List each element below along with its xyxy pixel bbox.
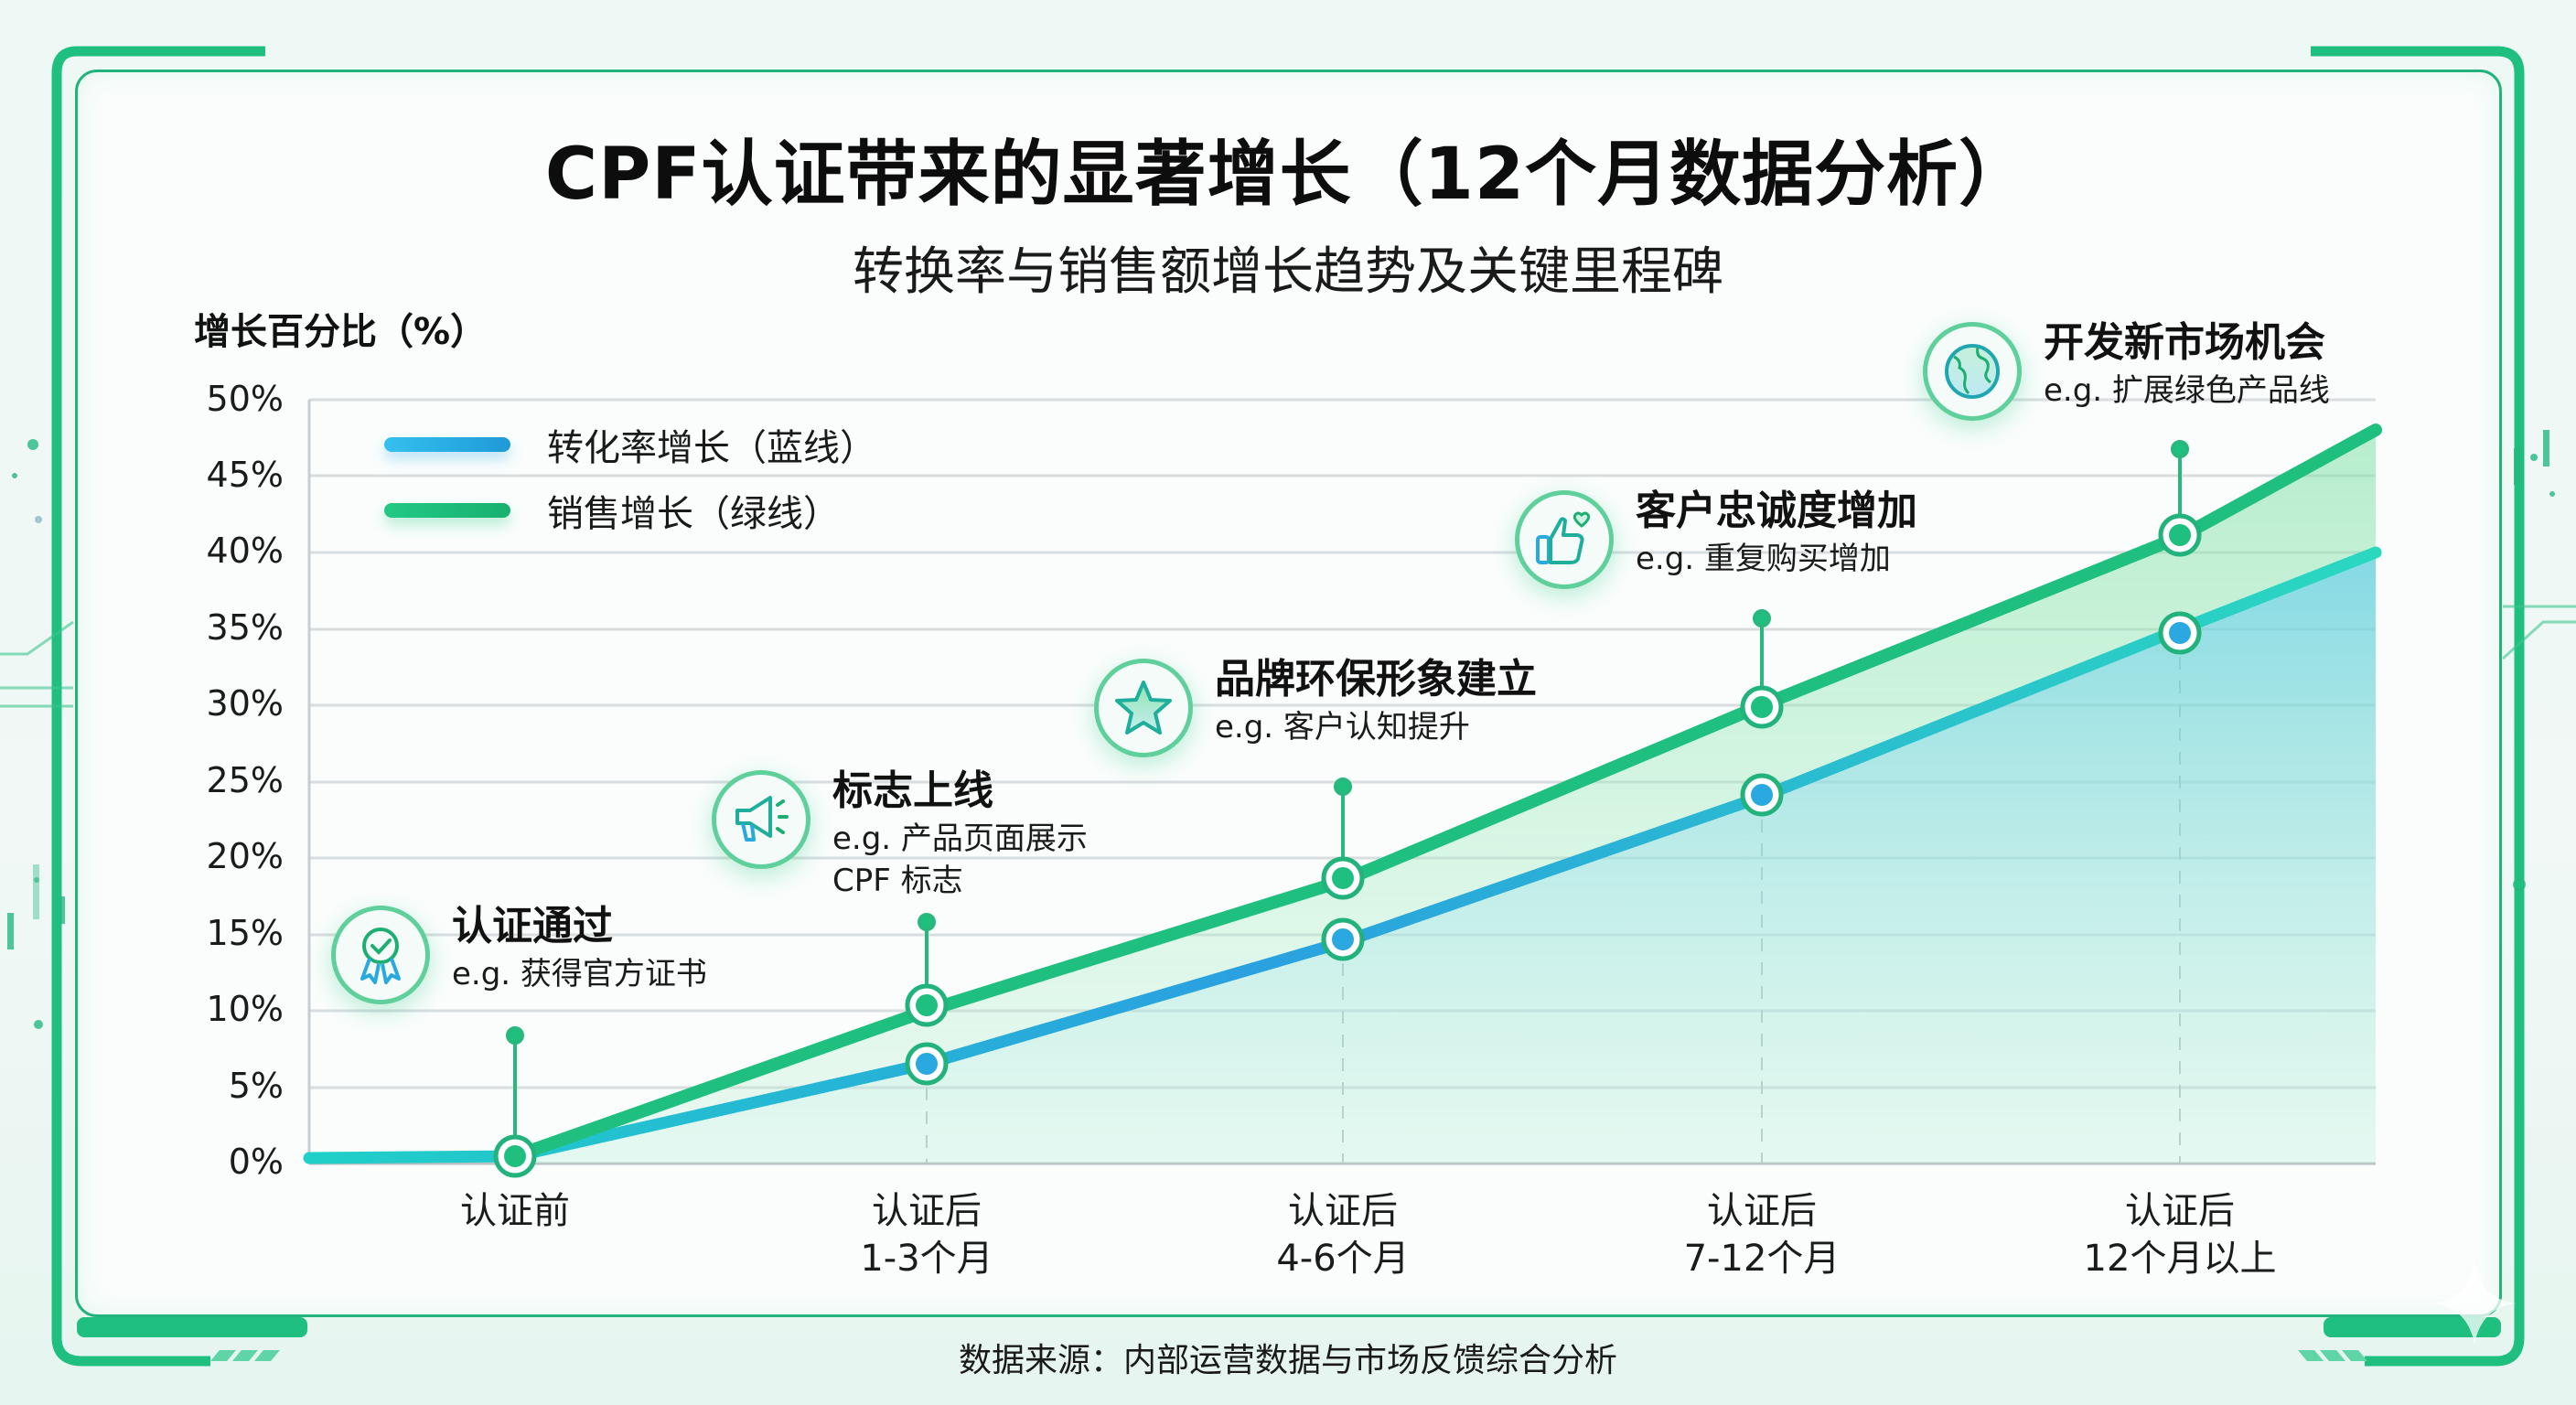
legend-swatch-blue [384, 437, 510, 452]
y-axis-label: 增长百分比（%） [194, 311, 488, 353]
y-tick-40: 40% [206, 531, 284, 571]
legend-item-conversion[interactable]: 转化率增长（蓝线） [384, 412, 876, 477]
milestone-title: 客户忠诚度增加 [1636, 488, 1917, 534]
x-tick-line1: 认证前 [460, 1190, 570, 1232]
milestone-customer-loyalty: 客户忠诚度增加 e.g. 重复购买增加 [1515, 488, 1917, 589]
star-icon [1094, 659, 1193, 757]
x-tick-1-3: 认证后 1-3个月 [789, 1187, 1064, 1282]
thumbs-up-heart-icon [1515, 490, 1614, 589]
legend-item-sales[interactable]: 销售增长（绿线） [384, 477, 876, 543]
sales-markers [493, 513, 2202, 1178]
x-tick-4-6: 认证后 4-6个月 [1206, 1187, 1480, 1282]
milestone-new-markets: 开发新市场机会 e.g. 扩展绿色产品线 [1923, 319, 2330, 421]
milestone-brand-image: 品牌环保形象建立 e.g. 客户认知提升 [1094, 656, 1537, 757]
milestone-logo-launch: 标志上线 e.g. 产品页面展示 CPF 标志 [712, 767, 1088, 902]
milestone-subtitle: e.g. 获得官方证书 [452, 956, 707, 992]
x-tick-line2: 12个月以上 [2083, 1238, 2277, 1280]
x-tick-before: 认证前 [378, 1187, 652, 1235]
x-tick-line1: 认证后 [1707, 1190, 1817, 1232]
y-tick-35: 35% [206, 607, 284, 648]
x-tick-7-12: 认证后 7-12个月 [1625, 1187, 1899, 1282]
x-tick-line1: 认证后 [1288, 1190, 1398, 1232]
x-tick-line1: 认证后 [872, 1190, 982, 1232]
y-tick-45: 45% [206, 455, 284, 495]
milestone-subtitle: e.g. 重复购买增加 [1636, 541, 1891, 577]
milestone-title: 开发新市场机会 [2044, 319, 2325, 366]
award-ribbon-icon [331, 906, 430, 1004]
megaphone-icon [712, 770, 810, 869]
page-subtitle: 转换率与销售额增长趋势及关键里程碑 [853, 242, 1723, 302]
globe-icon [1923, 322, 2022, 421]
conversion-markers [905, 611, 2202, 1086]
y-tick-0: 0% [228, 1142, 284, 1182]
legend-label: 转化率增长（蓝线） [547, 427, 876, 469]
milestone-title: 品牌环保形象建立 [1215, 656, 1537, 702]
y-tick-50: 50% [206, 379, 284, 419]
milestone-subtitle: e.g. 扩展绿色产品线 [2044, 372, 2330, 409]
series-sales-line [509, 424, 2382, 1163]
y-tick-20: 20% [206, 836, 284, 876]
milestone-certified: 认证通过 e.g. 获得官方证书 [331, 903, 707, 1004]
y-tick-10: 10% [206, 989, 284, 1029]
y-tick-15: 15% [206, 913, 284, 953]
legend-label: 销售增长（绿线） [547, 493, 840, 535]
milestone-title: 标志上线 [832, 767, 993, 814]
x-tick-line1: 认证后 [2125, 1190, 2235, 1232]
x-tick-line2: 7-12个月 [1683, 1238, 1841, 1280]
milestone-title: 认证通过 [452, 903, 613, 949]
chart-legend: 转化率增长（蓝线） 销售增长（绿线） [384, 412, 876, 543]
legend-swatch-green [384, 503, 510, 518]
milestone-subtitle: e.g. 产品页面展示 CPF 标志 [832, 820, 1088, 899]
page-title: CPF认证带来的显著增长（12个月数据分析） [544, 134, 2032, 216]
x-tick-line2: 4-6个月 [1276, 1238, 1410, 1280]
y-tick-25: 25% [206, 760, 284, 800]
y-tick-30: 30% [206, 683, 284, 724]
y-tick-5: 5% [228, 1066, 284, 1106]
x-tick-line2: 1-3个月 [860, 1238, 993, 1280]
milestone-subtitle: e.g. 客户认知提升 [1215, 709, 1470, 745]
data-source-note: 数据来源：内部运营数据与市场反馈综合分析 [958, 1342, 1617, 1379]
x-tick-12plus: 认证后 12个月以上 [2043, 1187, 2317, 1282]
